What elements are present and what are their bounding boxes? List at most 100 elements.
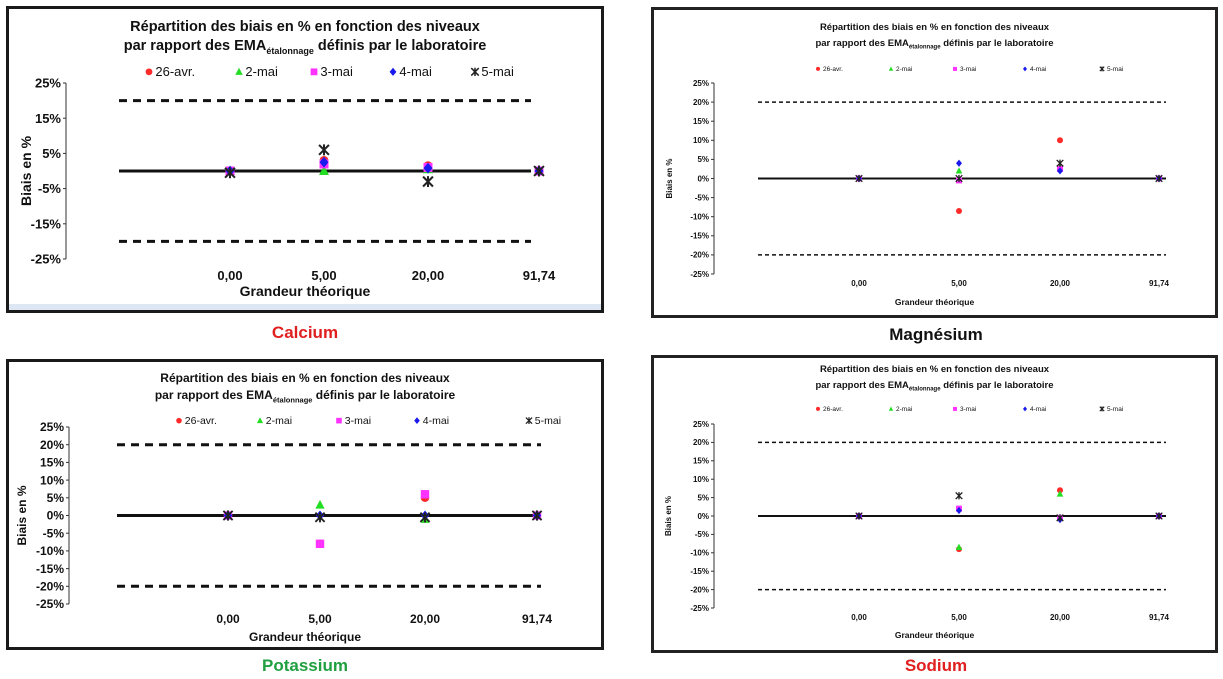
legend-label: 2-mai (245, 64, 278, 79)
data-point (222, 510, 234, 521)
y-tick-label: -25% (690, 270, 709, 279)
legend-marker (1023, 406, 1027, 412)
y-tick-label: -5% (38, 181, 62, 196)
calcium-chart-panel: Répartition des biais en % en fonction d… (6, 6, 604, 313)
legend-marker (816, 66, 820, 71)
legend-marker (176, 417, 182, 424)
y-axis-label: Biais en % (664, 496, 673, 536)
data-point (1057, 167, 1063, 175)
calcium-caption: Calcium (271, 323, 339, 342)
legend-marker (888, 406, 894, 411)
y-tick-label: -20% (36, 580, 64, 594)
x-tick-label: 0,00 (851, 613, 867, 622)
x-tick-label: 20,00 (410, 612, 440, 626)
y-tick-label: 5% (697, 493, 709, 502)
y-tick-label: 20% (40, 438, 64, 452)
data-point (318, 144, 330, 156)
legend-marker (256, 417, 264, 424)
y-tick-label: -25% (36, 597, 64, 611)
legend-marker (1023, 66, 1027, 72)
x-tick-label: 20,00 (412, 268, 445, 283)
chart-title-line2: par rapport des EMAétalonnage définis pa… (815, 38, 1053, 51)
data-point (314, 511, 326, 523)
chart-title-line1: Répartition des biais en % en fonction d… (130, 19, 480, 35)
chart-title-line1: Répartition des biais en % en fonction d… (160, 371, 450, 385)
y-tick-label: 10% (693, 136, 709, 145)
y-tick-label: -5% (43, 526, 65, 540)
y-tick-label: -10% (690, 213, 709, 222)
legend-label: 4-mai (1030, 406, 1046, 413)
y-tick-label: 25% (693, 79, 709, 88)
y-tick-label: -15% (690, 567, 709, 576)
potassium-chart-panel: Répartition des biais en % en fonction d… (6, 359, 604, 650)
legend-marker (235, 67, 243, 75)
data-point (420, 490, 430, 499)
data-point (956, 159, 962, 167)
y-axis-label: Biais en % (18, 135, 34, 206)
legend-label: 26-avr. (823, 66, 843, 73)
x-tick-label: 5,00 (308, 612, 332, 626)
legend-marker (816, 406, 820, 411)
x-axis-label: Grandeur théorique (240, 283, 371, 299)
data-point (422, 175, 434, 188)
sodium-chart-panel: Répartition des biais en % en fonction d… (651, 355, 1218, 653)
legend-label: 3-mai (320, 64, 353, 79)
x-axis-label: Grandeur théorique (895, 297, 975, 307)
y-axis-label: Biais en % (15, 485, 29, 545)
x-tick-label: 0,00 (217, 268, 242, 283)
legend-label: 5-mai (1107, 406, 1123, 413)
data-point (955, 174, 963, 183)
data-point (1056, 159, 1064, 167)
data-point (1057, 487, 1063, 494)
y-tick-label: 25% (693, 420, 709, 429)
legend-label: 2-mai (896, 406, 912, 413)
x-tick-label: 91,74 (1149, 613, 1170, 622)
y-tick-label: 25% (40, 420, 64, 434)
y-tick-label: -5% (695, 193, 709, 202)
data-point (319, 156, 329, 168)
y-tick-label: -10% (36, 544, 64, 558)
y-tick-label: 0% (697, 512, 709, 521)
x-tick-label: 0,00 (216, 612, 240, 626)
chart-title-line2: par rapport des EMAétalonnage définis pa… (815, 380, 1053, 393)
data-point (855, 174, 863, 183)
legend-marker (1099, 406, 1105, 412)
potassium-caption: Potassium (262, 656, 348, 675)
data-point (855, 512, 863, 520)
legend-label: 4-mai (399, 64, 432, 79)
data-point (1056, 490, 1064, 497)
legend-label: 4-mai (1030, 66, 1046, 73)
x-tick-label: 91,74 (523, 268, 556, 283)
legend-marker (525, 417, 533, 425)
x-tick-label: 5,00 (951, 613, 967, 622)
y-tick-label: 10% (693, 475, 709, 484)
x-tick-label: 20,00 (1050, 279, 1071, 288)
legend-label: 3-mai (960, 66, 976, 73)
legend-marker (953, 406, 957, 411)
x-tick-label: 91,74 (1149, 279, 1170, 288)
data-point (955, 491, 963, 500)
y-tick-label: -5% (695, 530, 709, 539)
y-tick-label: 25% (35, 76, 61, 91)
chart-title-line2: par rapport des EMAétalonnage définis pa… (155, 388, 456, 404)
magnesium-chart: Répartition des biais en % en fonction d… (665, 22, 1170, 307)
y-tick-label: 15% (40, 456, 64, 470)
y-tick-label: 5% (697, 155, 709, 164)
chart-title-line1: Répartition des biais en % en fonction d… (820, 22, 1050, 33)
data-point (1056, 514, 1064, 522)
legend-label: 4-mai (423, 415, 449, 427)
y-tick-label: 15% (693, 457, 709, 466)
data-point (315, 499, 325, 509)
x-tick-label: 5,00 (951, 279, 967, 288)
data-point (419, 511, 431, 523)
data-point (955, 543, 963, 550)
legend-label: 3-mai (960, 406, 976, 413)
sodium-chart: Répartition des biais en % en fonction d… (664, 364, 1170, 640)
legend-marker (953, 66, 957, 71)
data-point (1057, 137, 1063, 144)
sodium-caption: Sodium (904, 656, 968, 675)
legend-label: 26-avr. (823, 406, 843, 413)
y-tick-label: -25% (690, 604, 709, 613)
chart-title-line2: par rapport des EMAétalonnage définis pa… (124, 38, 487, 56)
magnesium-caption: Magnésium (889, 325, 983, 344)
